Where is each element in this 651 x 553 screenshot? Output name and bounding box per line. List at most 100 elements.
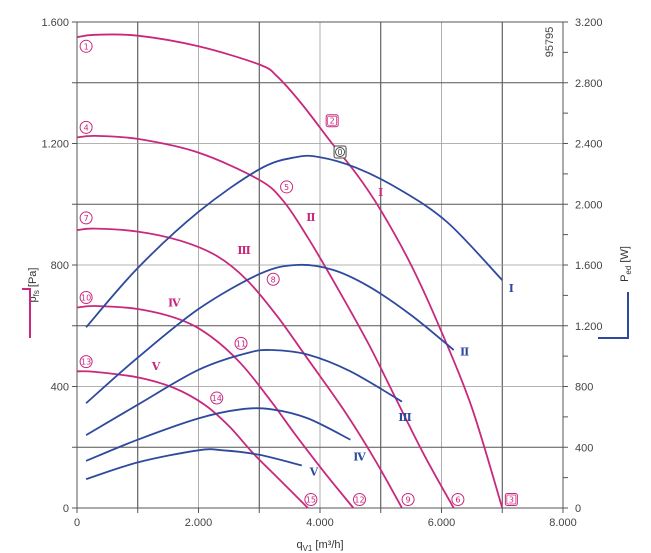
point-marker: 1 bbox=[79, 39, 93, 53]
x-axis-title: qV1 [m³/h] bbox=[296, 539, 343, 553]
point-marker: 10 bbox=[79, 291, 93, 305]
tick-labels: 0 2.000 4.000 6.000 8.000 0 400 800 1.200 1.600 0 4… bbox=[41, 17, 602, 529]
y-right-tick-label: 1.600 bbox=[575, 260, 603, 272]
axis-labels: qV1 [m³/h] pfs [Pa] Ped [W] 95795 bbox=[22, 27, 633, 553]
y-right-tick-label: 2.800 bbox=[575, 78, 603, 90]
point-marker: 5 bbox=[280, 180, 294, 194]
pressure-curve bbox=[76, 33, 504, 509]
x-tick-label: 6.000 bbox=[428, 517, 456, 529]
roman-label: Ⅲ bbox=[237, 244, 250, 257]
point-marker-label: 1 bbox=[84, 42, 89, 51]
power-legend-key bbox=[598, 292, 629, 339]
y-right-tick-label: 800 bbox=[575, 382, 593, 394]
power-curve bbox=[85, 407, 351, 462]
point-marker-circle bbox=[451, 492, 465, 506]
power-curve bbox=[85, 263, 455, 404]
point-marker: 14 bbox=[210, 391, 224, 405]
point-marker-label: 3 bbox=[509, 495, 514, 504]
y-left-axis-title: pfs [Pa] bbox=[27, 268, 41, 303]
y-right-tick-label: 0 bbox=[575, 503, 581, 515]
point-marker: 3 bbox=[504, 492, 518, 506]
point-marker-inner bbox=[506, 494, 517, 505]
y-left-tick-label: 800 bbox=[51, 260, 69, 272]
point-marker: 7 bbox=[79, 211, 93, 225]
roman-label: Ⅱ bbox=[460, 346, 469, 359]
roman-label: Ⅴ bbox=[309, 466, 319, 479]
point-marker-inner bbox=[327, 115, 337, 126]
point-marker: 13 bbox=[79, 355, 93, 369]
y-right-tick-label: 3.200 bbox=[575, 17, 603, 29]
pressure-curve bbox=[76, 134, 455, 509]
point-marker-label: 0 bbox=[338, 148, 343, 157]
point-marker: 4 bbox=[79, 120, 93, 134]
roman-labels: Ⅰ Ⅱ Ⅲ Ⅳ Ⅴ Ⅰ Ⅱ Ⅲ Ⅳ Ⅴ bbox=[151, 186, 514, 478]
grid bbox=[77, 22, 563, 508]
power-curves bbox=[85, 154, 503, 480]
pressure-curves bbox=[76, 33, 504, 509]
power-curve bbox=[85, 349, 403, 436]
y-right-tick-label: 400 bbox=[575, 442, 593, 454]
power-curve bbox=[85, 154, 503, 328]
point-marker: 11 bbox=[234, 336, 248, 350]
roman-label: Ⅰ bbox=[509, 282, 514, 295]
point-marker-circle bbox=[210, 391, 224, 405]
roman-label: Ⅲ bbox=[398, 411, 411, 424]
point-marker-circle bbox=[280, 180, 294, 194]
point-marker-circle bbox=[352, 492, 366, 506]
point-marker-circle bbox=[401, 492, 415, 506]
point-marker-circle bbox=[304, 492, 318, 506]
y-right-tick-label: 1.200 bbox=[575, 321, 603, 333]
y-left-tick-label: 1.200 bbox=[41, 139, 69, 151]
x-tick-label: 2.000 bbox=[185, 517, 213, 529]
point-marker: 12 bbox=[352, 492, 366, 506]
point-marker-label: 4 bbox=[84, 123, 89, 132]
x-tick-label: 4.000 bbox=[306, 517, 334, 529]
point-marker-circle bbox=[79, 355, 93, 369]
roman-label: Ⅰ bbox=[378, 186, 383, 199]
point-marker: 15 bbox=[304, 492, 318, 506]
point-marker-label: 13 bbox=[81, 358, 91, 367]
pressure-curve bbox=[76, 305, 355, 509]
power-curve bbox=[85, 448, 303, 480]
figure-id: 95795 bbox=[544, 27, 556, 58]
pressure-curve bbox=[76, 370, 309, 509]
point-marker-label: 7 bbox=[84, 214, 89, 223]
point-marker-label: 15 bbox=[306, 495, 316, 504]
y-right-tick-label: 2.400 bbox=[575, 139, 603, 151]
roman-label: Ⅴ bbox=[151, 360, 161, 373]
point-marker-label: 10 bbox=[81, 294, 91, 303]
point-marker-circle bbox=[79, 39, 93, 53]
roman-label: Ⅱ bbox=[306, 211, 315, 224]
roman-label: Ⅳ bbox=[168, 297, 181, 310]
point-marker-label: 2 bbox=[330, 117, 335, 126]
y-left-tick-label: 0 bbox=[63, 503, 69, 515]
point-marker: 8 bbox=[266, 272, 280, 286]
point-marker-circle bbox=[266, 272, 280, 286]
pressure-legend-key bbox=[22, 288, 31, 338]
point-marker-circle bbox=[79, 291, 93, 305]
point-marker-circle bbox=[79, 120, 93, 134]
point-marker-label: 11 bbox=[236, 339, 246, 348]
y-left-tick-label: 400 bbox=[51, 382, 69, 394]
roman-label: Ⅳ bbox=[353, 450, 366, 463]
x-tick-label: 8.000 bbox=[549, 517, 577, 529]
point-marker: 9 bbox=[401, 492, 415, 506]
point-marker: 2 bbox=[325, 114, 339, 128]
point-marker: 0 bbox=[333, 145, 347, 159]
point-marker-label: 14 bbox=[212, 394, 222, 403]
point-marker-label: 8 bbox=[271, 275, 276, 284]
point-marker-ring bbox=[335, 147, 345, 157]
point-marker-circle bbox=[79, 211, 93, 225]
y-left-tick-label: 1.600 bbox=[41, 17, 69, 29]
point-marker-label: 12 bbox=[354, 495, 364, 504]
x-tick-label: 0 bbox=[74, 517, 80, 529]
point-marker: 6 bbox=[451, 492, 465, 506]
point-marker-label: 9 bbox=[406, 495, 411, 504]
point-marker-box bbox=[504, 492, 518, 506]
point-marker-label: 5 bbox=[284, 183, 289, 192]
point-marker-circle bbox=[234, 336, 248, 350]
y-right-axis-title: Ped [W] bbox=[619, 246, 633, 282]
y-right-tick-label: 2.000 bbox=[575, 199, 603, 211]
